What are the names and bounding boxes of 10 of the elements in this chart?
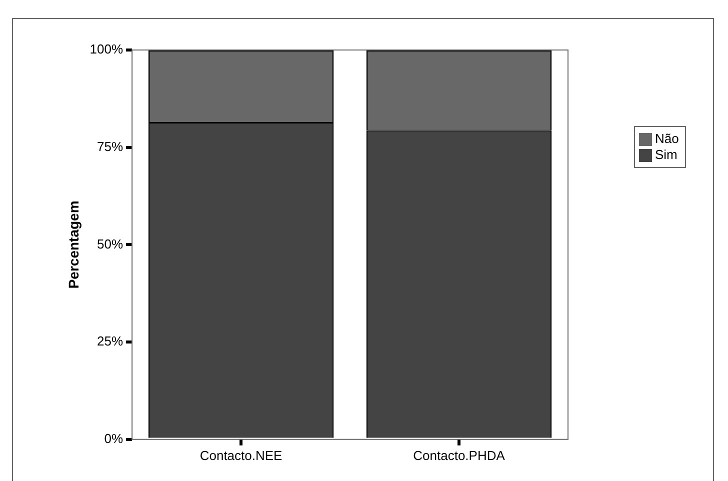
x-tick-label: Contacto.PHDA [413, 448, 506, 463]
y-tick-label: 25% [97, 334, 124, 349]
y-tick-label: 100% [90, 42, 124, 57]
y-axis-title: Percentagem [65, 200, 82, 289]
y-tick-label: 0% [104, 430, 124, 446]
legend-label: Sim [655, 147, 678, 163]
x-tick-label: Contacto.NEE [200, 448, 283, 463]
y-tick-label: 75% [97, 138, 124, 154]
y-tick-label: 50% [97, 236, 124, 252]
legend-label: Não [655, 131, 679, 147]
